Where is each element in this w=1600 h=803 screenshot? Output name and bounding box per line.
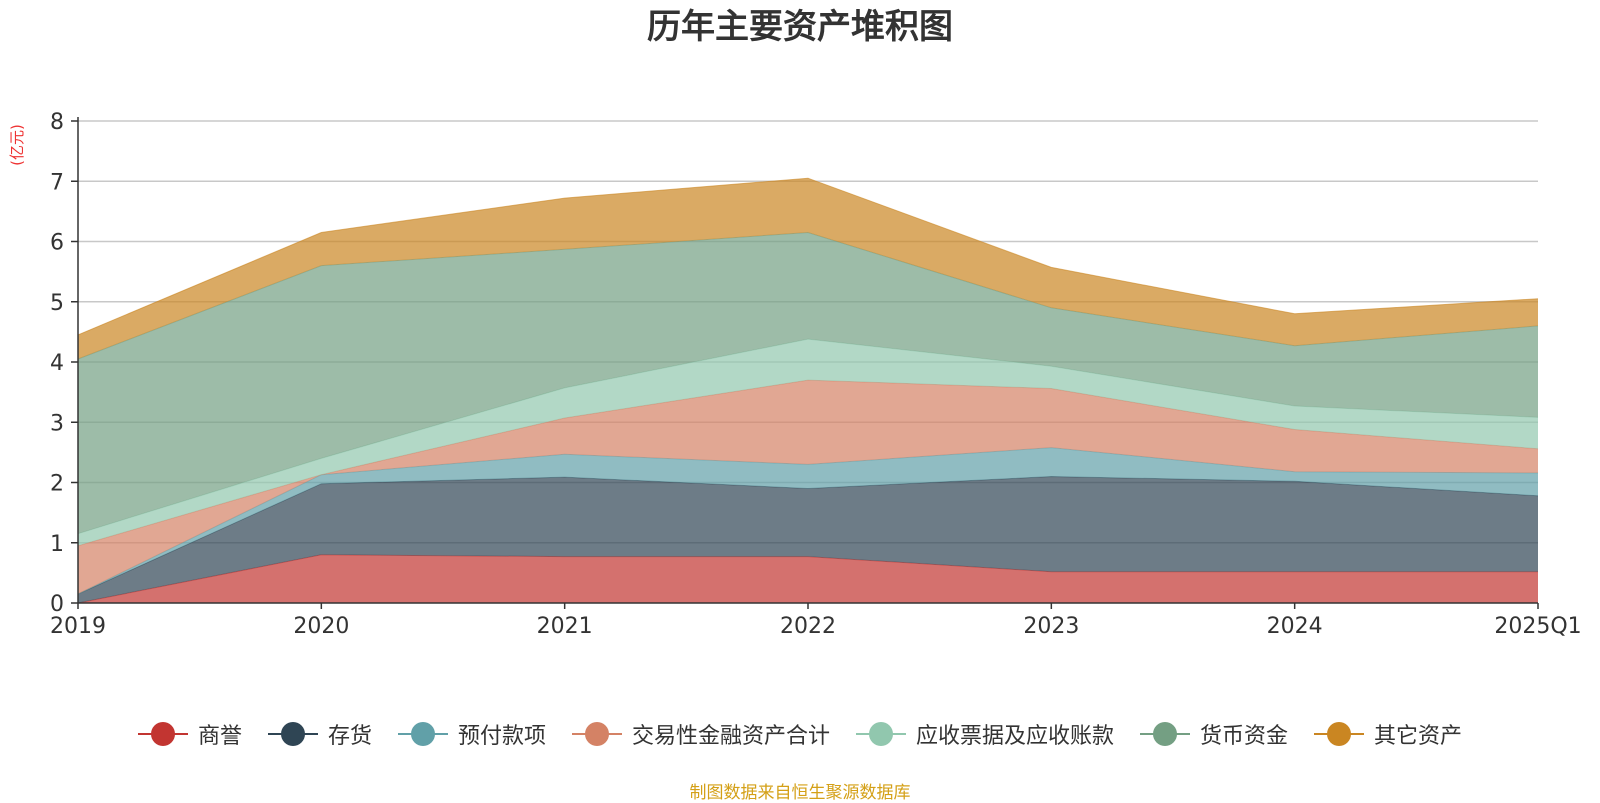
y-tick-label: 1 (50, 532, 64, 557)
x-tick-label: 2022 (780, 614, 836, 639)
x-tick-label: 2023 (1023, 614, 1079, 639)
legend-label: 存货 (327, 724, 372, 749)
area-series-edge-6 (77, 177, 1539, 336)
x-tick-label: 2019 (50, 614, 106, 639)
legend-item-4[interactable]: 应收票据及应收账款 (856, 718, 1114, 750)
stacked-areas (77, 177, 1539, 604)
y-tick-label: 4 (50, 351, 64, 376)
legend-swatch-icon (137, 722, 188, 746)
legend-swatch-icon (571, 722, 622, 746)
legend-item-2[interactable]: 预付款项 (397, 718, 546, 750)
legend-label: 交易性金融资产合计 (631, 724, 830, 749)
area-series-4[interactable] (78, 339, 1538, 546)
x-tick-label: 2020 (293, 614, 349, 639)
area-series-3[interactable] (78, 380, 1538, 594)
axes: 0 1 2 3 4 5 6 7 8 2019 2020 2021 2022 2023 2024 2025Q1 (50, 110, 1582, 639)
source-note: 制图数据来自恒生聚源数据库 (689, 783, 911, 803)
legend-label: 商誉 (197, 724, 242, 749)
y-tick-label: 3 (50, 411, 64, 436)
legend-item-5[interactable]: 货币资金 (1140, 718, 1288, 750)
legend-label: 预付款项 (457, 724, 546, 749)
chart-title: 历年主要资产堆积图 (647, 7, 953, 47)
legend-item-1[interactable]: 存货 (267, 718, 372, 750)
area-series-1[interactable] (78, 476, 1538, 604)
x-tick-label: 2024 (1267, 614, 1323, 639)
legend-label: 应收票据及应收账款 (916, 724, 1115, 749)
area-series-5[interactable] (78, 232, 1538, 534)
legend-label: 其它资产 (1374, 724, 1463, 749)
legend-label: 货币资金 (1200, 724, 1289, 749)
x-tick-label: 2021 (537, 614, 593, 639)
y-axis-unit-label: (亿元) (8, 124, 26, 166)
legend-swatch-icon (856, 722, 906, 746)
area-series-2[interactable] (78, 447, 1538, 594)
legend-item-0[interactable]: 商誉 (137, 718, 242, 750)
y-tick-label: 2 (50, 472, 64, 497)
y-tick-label: 8 (50, 110, 64, 135)
area-series-0[interactable] (78, 554, 1538, 603)
legend-item-6[interactable]: 其它资产 (1314, 718, 1462, 750)
area-series-6[interactable] (78, 178, 1538, 359)
x-tick-label: 2025Q1 (1494, 614, 1581, 639)
y-tick-label: 0 (50, 592, 64, 617)
legend-swatch-icon (1140, 722, 1191, 746)
y-tick-label: 6 (50, 231, 64, 256)
legend-item-3[interactable]: 交易性金融资产合计 (571, 718, 830, 750)
legend-swatch-icon (397, 722, 448, 746)
legend: 商誉 存货 预付款项 交易性金融资产合计 应收票据及应收账款 货币资金 其它资产 (0, 718, 1600, 750)
legend-swatch-icon (267, 722, 318, 746)
legend-swatch-icon (1314, 722, 1365, 746)
y-tick-label: 7 (50, 170, 64, 195)
y-tick-label: 5 (50, 291, 64, 316)
